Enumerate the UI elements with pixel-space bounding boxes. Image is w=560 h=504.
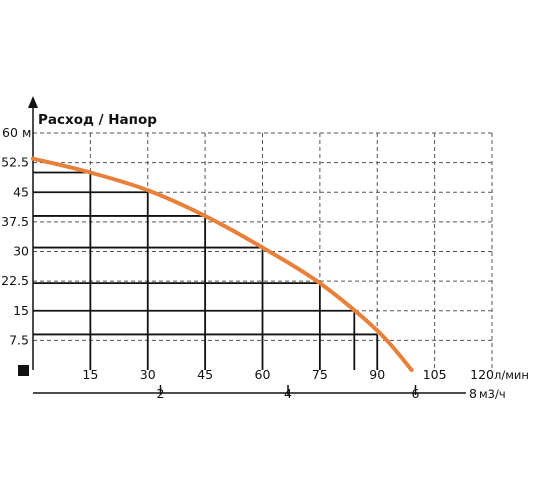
reference-lines — [33, 171, 379, 370]
y-tick-label: 45 — [13, 184, 29, 199]
y-tick-label: 7.5 — [9, 332, 29, 347]
secondary-x-axis-unit: м3/ч — [479, 387, 506, 401]
x-tick-label: 60 — [255, 367, 271, 382]
y-tick-label: 52.5 — [1, 155, 29, 170]
x-tick-label: 30 — [140, 367, 156, 382]
x-axis-unit: л/мин — [494, 368, 529, 382]
secondary-x-tick-label: 8 — [469, 386, 477, 401]
y-axis-unit: м — [22, 125, 31, 140]
y-tick-label: 30 — [13, 244, 29, 259]
y-tick-label: 37.5 — [1, 214, 29, 229]
y-tick-label: 60 — [2, 125, 18, 140]
x-tick-label: 45 — [197, 367, 213, 382]
x-tick-label: 105 — [423, 367, 447, 382]
chart-title: Расход / Напор — [38, 112, 157, 128]
curve-layer — [31, 156, 414, 372]
axes — [18, 96, 466, 395]
x-tick-label: 120 — [470, 367, 494, 382]
origin-marker — [18, 365, 29, 376]
y-axis-arrow — [28, 96, 38, 108]
secondary-x-tick-label: 4 — [284, 386, 292, 401]
y-tick-label: 22.5 — [1, 273, 29, 288]
x-tick-label: 90 — [369, 367, 385, 382]
x-tick-label: 75 — [312, 367, 328, 382]
pump-curve-line — [31, 156, 414, 372]
secondary-x-tick-label: 2 — [157, 386, 165, 401]
tick-labels: 7.5 15 22.5 30 37.5 45 52.5 60 м 15 30 45 60 75 90 105 1… — [1, 125, 529, 401]
y-tick-label: 15 — [13, 303, 29, 318]
x-tick-label: 15 — [82, 367, 98, 382]
secondary-x-tick-label: 6 — [412, 386, 420, 401]
